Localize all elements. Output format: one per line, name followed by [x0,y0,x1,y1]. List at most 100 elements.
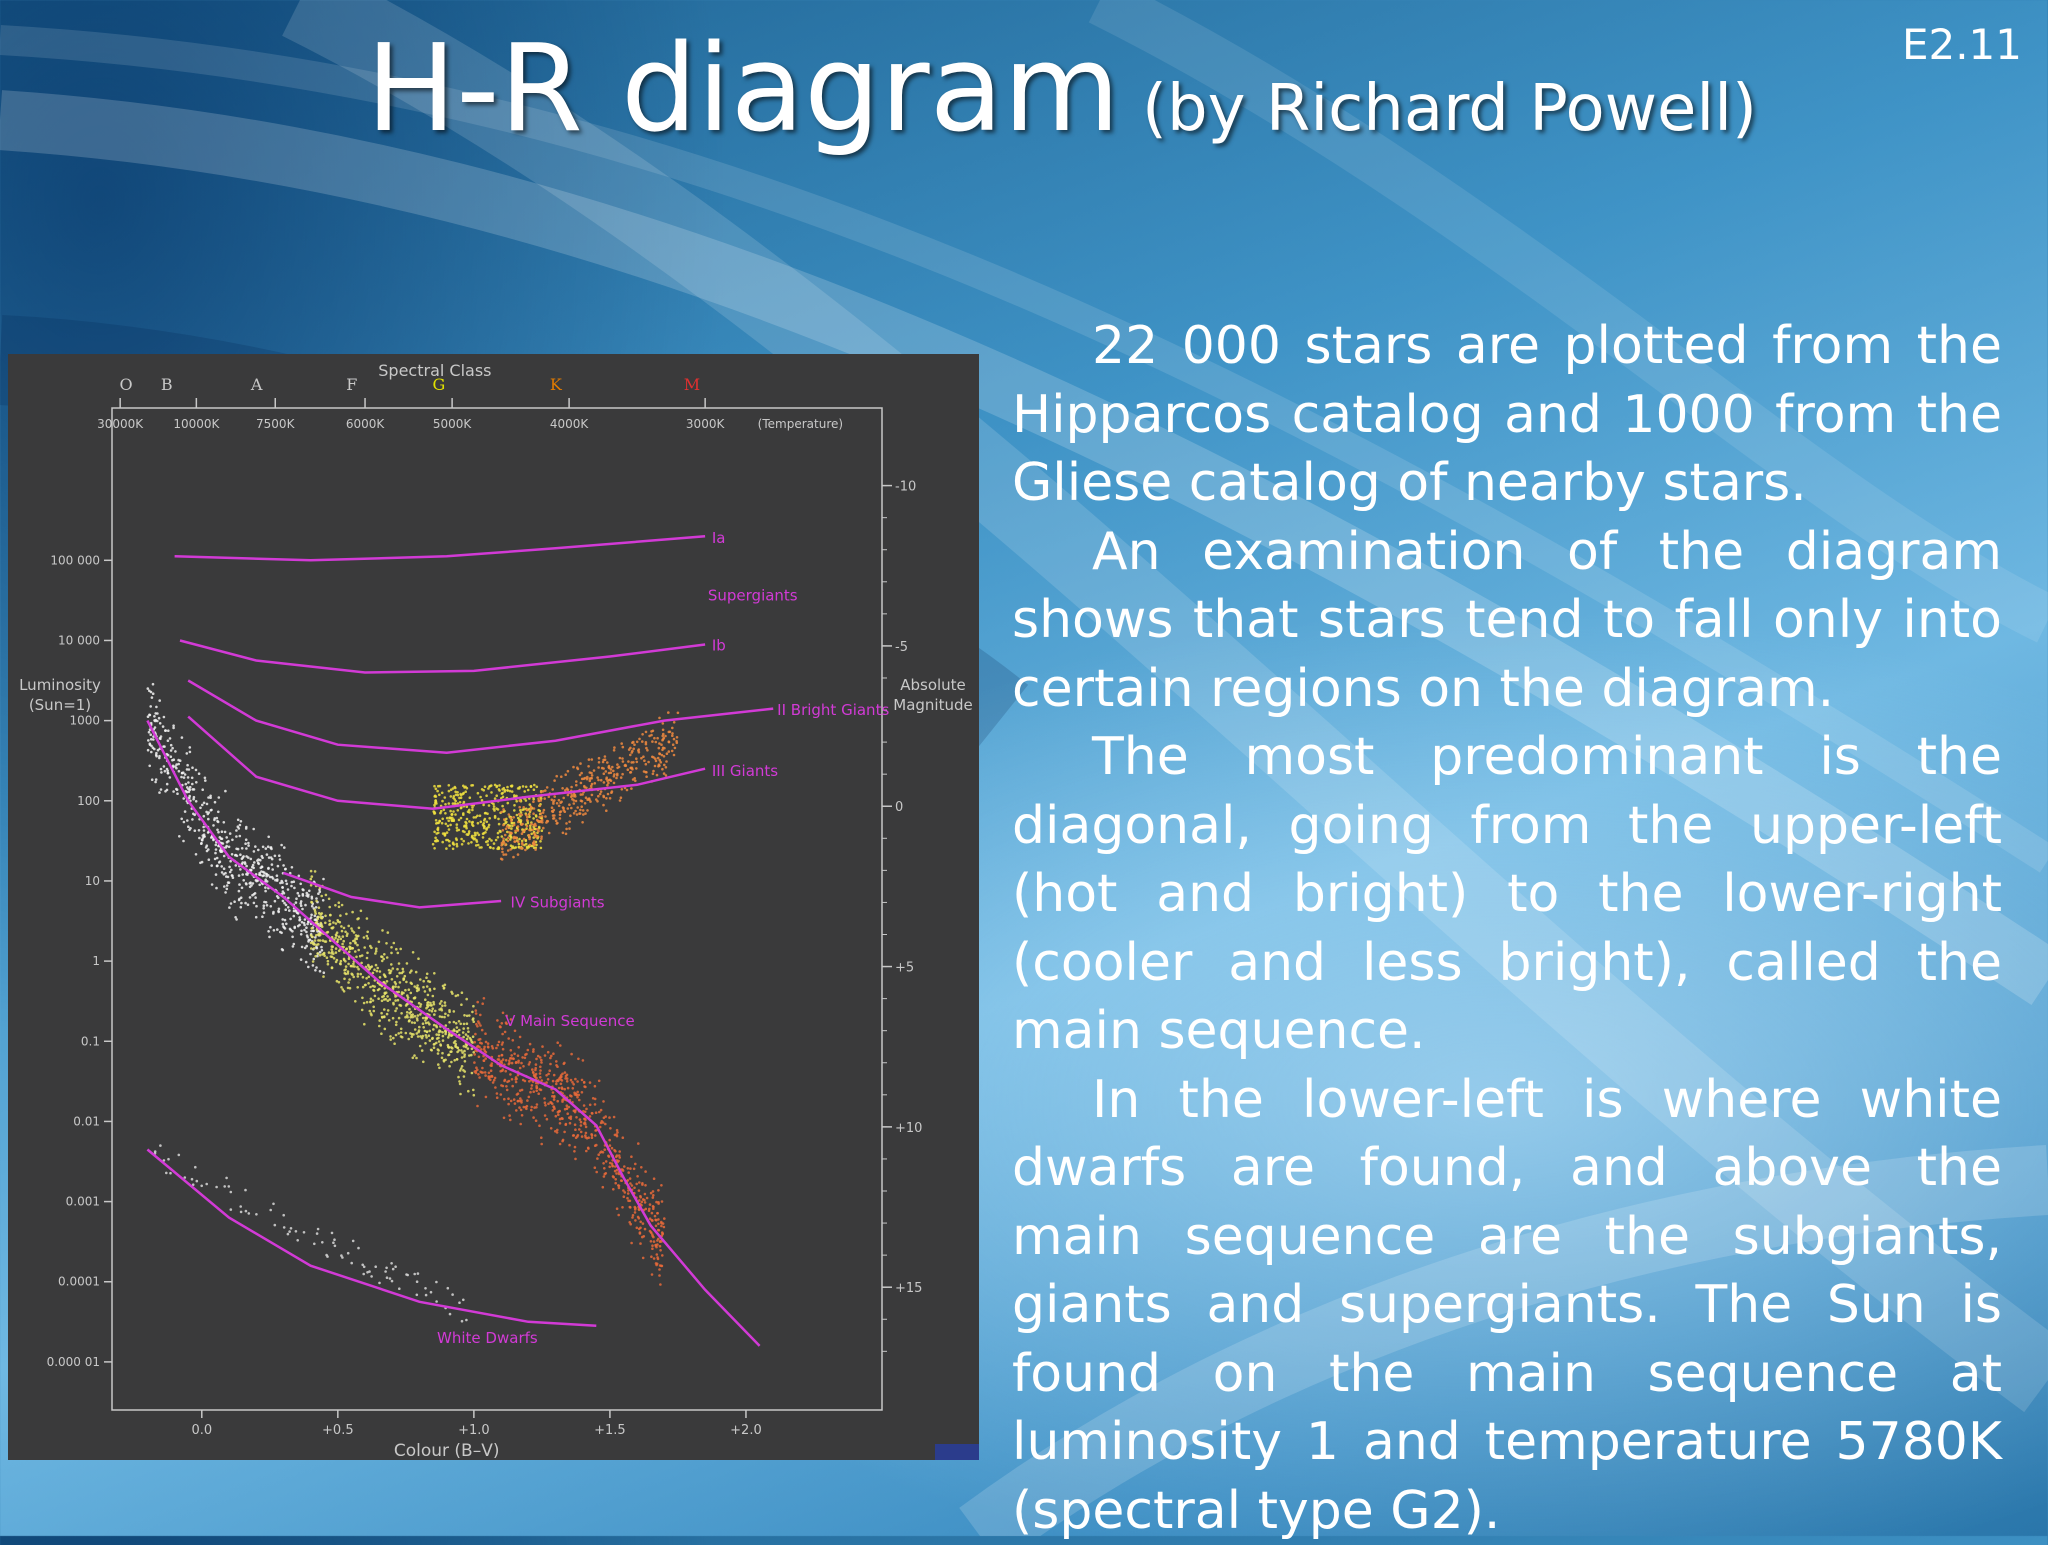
star-point [556,802,559,805]
star-point [671,727,674,730]
star-point [594,1103,597,1106]
star-point [272,911,275,914]
star-point [340,986,343,989]
star-point [645,731,648,734]
star-point [431,1037,434,1040]
star-point [673,721,676,724]
star-point [489,1079,492,1082]
star-point [669,731,672,734]
star-point [328,920,331,923]
star-point [347,970,350,973]
star-point [633,743,636,746]
star-point [288,909,291,912]
star-point [437,1052,440,1055]
star-point [598,1111,601,1114]
star-point [660,1184,663,1187]
star-point [551,806,554,809]
star-point [564,810,567,813]
star-point [166,783,169,786]
star-point [658,717,661,720]
star-point [419,1045,422,1048]
star-point [538,1124,541,1127]
star-point [242,855,245,858]
star-point [467,833,470,836]
star-point [247,844,250,847]
star-point [284,919,287,922]
star-point [372,999,375,1002]
star-point [300,904,303,907]
star-point [377,997,380,1000]
star-point [438,820,441,823]
star-point [602,761,605,764]
star-point [262,846,265,849]
star-point [635,757,638,760]
star-point [328,906,331,909]
star-point [609,1144,612,1147]
star-point [456,1058,459,1061]
star-point [498,823,501,826]
star-point [547,1078,550,1081]
star-point [393,942,396,945]
star-point [368,976,371,979]
star-point [559,1143,562,1146]
star-point [622,760,625,763]
star-point [506,1089,509,1092]
star-point [435,788,438,791]
star-point [552,811,555,814]
star-point [316,918,319,921]
star-point [654,765,657,768]
star-point [407,996,410,999]
star-point [658,747,661,750]
star-point [562,797,565,800]
description-paragraph: An examination of the diagram shows that… [1012,518,2002,724]
star-point [488,824,491,827]
star-point [223,821,226,824]
tick-label: 0 [895,800,903,815]
star-point [311,927,314,930]
star-point [599,793,602,796]
star-point [656,1253,659,1256]
star-point [520,1062,523,1065]
star-point [611,766,614,769]
star-point [655,760,658,763]
star-point [378,1282,381,1285]
tick-label: 0.000 01 [47,1355,100,1369]
star-point [441,1052,444,1055]
star-point [276,879,279,882]
star-point [450,1050,453,1053]
star-point [552,802,555,805]
star-point [441,822,444,825]
star-point [475,1012,478,1015]
star-point [305,926,308,929]
star-point [418,1026,421,1029]
star-point [296,911,299,914]
star-point [606,761,609,764]
star-point [228,1185,231,1188]
star-point [641,740,644,743]
star-point [215,848,218,851]
star-point [500,844,503,847]
star-point [583,1085,586,1088]
star-point [476,1001,479,1004]
star-point [519,1089,522,1092]
tick-label: +1.5 [594,1423,626,1438]
star-point [459,1069,462,1072]
star-point [581,821,584,824]
star-point [633,1168,636,1171]
star-point [485,1096,488,1099]
star-point [657,1229,660,1232]
star-point [518,1106,521,1109]
star-point [535,1119,538,1122]
star-point [613,1116,616,1119]
star-point [255,905,258,908]
star-point [321,1241,324,1244]
star-point [232,876,235,879]
star-point [155,706,158,709]
star-point [526,809,529,812]
star-point [499,1070,502,1073]
star-point [437,1063,440,1066]
star-point [375,947,378,950]
star-point [615,1172,618,1175]
star-point [357,917,360,920]
star-point [527,846,530,849]
